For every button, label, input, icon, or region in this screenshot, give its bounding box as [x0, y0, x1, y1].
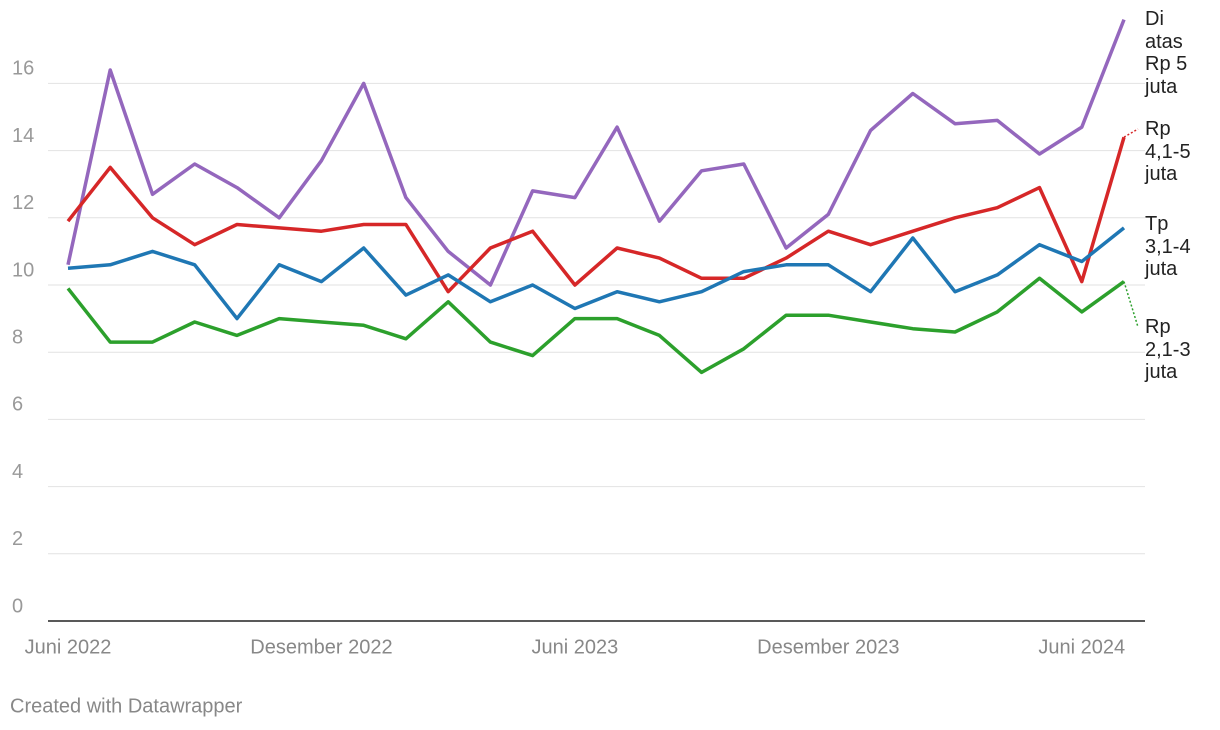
x-tick-label: Juni 2023 — [532, 636, 619, 658]
series-line — [66, 276, 1126, 375]
x-tick-label: Juni 2024 — [1038, 636, 1125, 658]
y-tick-label: 12 — [12, 192, 34, 214]
y-tick-label: 4 — [12, 461, 23, 483]
label-leader — [1123, 281, 1139, 328]
footer: Created with Datawrapper — [10, 695, 243, 717]
y-tick-label: 2 — [12, 528, 23, 550]
y-tick-label: 14 — [12, 125, 34, 147]
series-line — [66, 136, 1126, 294]
x-tick-label: Desember 2023 — [757, 636, 899, 658]
y-tick-label: 10 — [12, 259, 34, 281]
label-leader — [1123, 128, 1139, 138]
y-tick-label: 8 — [12, 326, 23, 348]
x-tick-label: Juni 2022 — [25, 636, 112, 658]
series-label: Tp 3,1-4 juta — [1145, 213, 1191, 280]
y-tick-label: 6 — [12, 394, 23, 416]
y-tick-label: 16 — [12, 58, 34, 80]
x-tick-label: Desember 2022 — [250, 636, 392, 658]
y-tick-label: 0 — [12, 595, 23, 617]
series-label: Rp 2,1-3 juta — [1145, 316, 1191, 383]
series-line — [66, 18, 1126, 287]
series-label: Rp 4,1-5 juta — [1145, 118, 1191, 185]
series-line — [67, 226, 1126, 321]
series-label: Di atas Rp 5 juta — [1145, 8, 1188, 98]
